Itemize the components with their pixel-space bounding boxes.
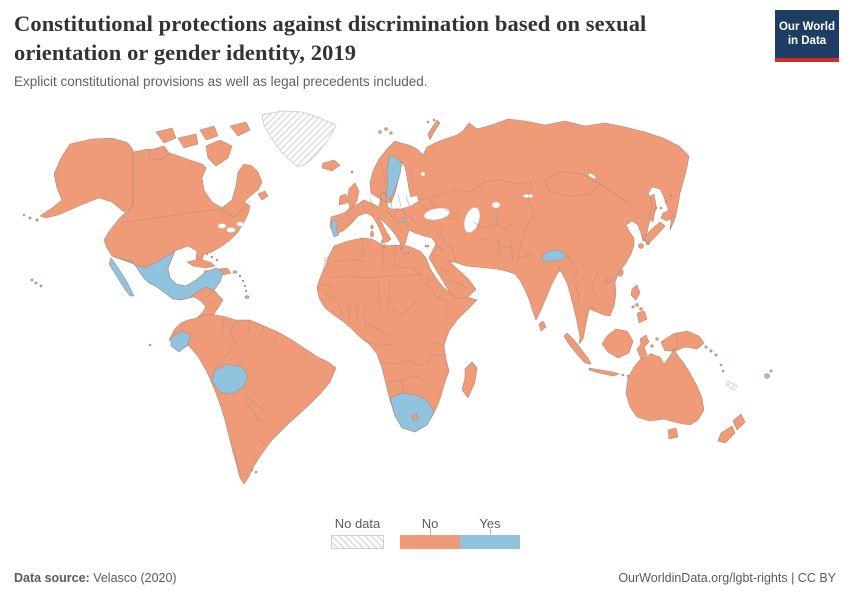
- country-madagascar: [461, 361, 478, 399]
- country-bolivia: [211, 363, 249, 395]
- country-iceland: [321, 159, 341, 172]
- country-philippines: [630, 284, 641, 301]
- page-title: Constitutional protections against discr…: [14, 11, 647, 65]
- logo-text-line2: in Data: [787, 35, 827, 47]
- world-map[interactable]: [0, 110, 850, 510]
- chart-header: Constitutional protections against discr…: [14, 10, 756, 89]
- country-ecuador: [170, 330, 191, 353]
- region-south-america: [168, 313, 337, 485]
- country-fiji: [764, 373, 770, 379]
- legend-swatch-yes[interactable]: [460, 535, 520, 549]
- owid-logo: Our World in Data: [775, 10, 839, 62]
- country-taiwan: [618, 269, 624, 277]
- country-borders: [120, 161, 678, 477]
- logo-text-line1: Our World: [778, 20, 835, 33]
- legend-label-no: No: [421, 516, 439, 531]
- legend-swatch-no[interactable]: [400, 535, 460, 549]
- country-kosovo: [401, 217, 406, 222]
- country-new-caledonia: [725, 380, 738, 391]
- region-alaska: [39, 137, 134, 219]
- country-portugal: [330, 219, 340, 238]
- footer-attribution[interactable]: OurWorldinData.org/lgbt-rights | CC BY: [618, 571, 836, 585]
- country-sweden: [385, 154, 403, 201]
- data-source-note: Data source: Velasco (2020): [14, 571, 177, 585]
- country-tasmania: [667, 427, 679, 440]
- country-greenland: [261, 110, 337, 168]
- country-cuba: [186, 258, 216, 269]
- legend-label-yes: Yes: [479, 516, 501, 531]
- chart-subtitle: Explicit constitutional provisions as we…: [14, 74, 428, 90]
- legend-label-no-data: No data: [334, 516, 381, 531]
- yes-regions[interactable]: [108, 154, 773, 433]
- logo-red-bar: [775, 58, 839, 62]
- data-source-value: Velasco (2020): [89, 571, 177, 585]
- country-indonesia: [563, 332, 592, 365]
- country-ireland: [338, 193, 348, 206]
- country-japan: [660, 209, 675, 222]
- country-united-kingdom: [346, 182, 360, 210]
- country-lesotho: [411, 413, 419, 421]
- country-papua-new-guinea: [660, 330, 705, 352]
- country-australia: [625, 348, 705, 426]
- legend-swatch-no-data[interactable]: [331, 535, 384, 549]
- country-south-africa: [389, 392, 435, 433]
- country-sri-lanka: [538, 320, 547, 332]
- legend-tick-no: [429, 527, 431, 535]
- country-new-zealand: [732, 413, 746, 431]
- region-africa: [316, 237, 478, 433]
- country-nepal: [540, 249, 567, 262]
- country-mexico: [111, 250, 224, 301]
- land-no-regions[interactable]: [22, 118, 746, 485]
- data-source-label: Data source:: [14, 571, 90, 585]
- country-mexico-baja: [108, 257, 135, 297]
- legend-tick-yes: [489, 527, 491, 535]
- region-eurasia: [329, 118, 690, 345]
